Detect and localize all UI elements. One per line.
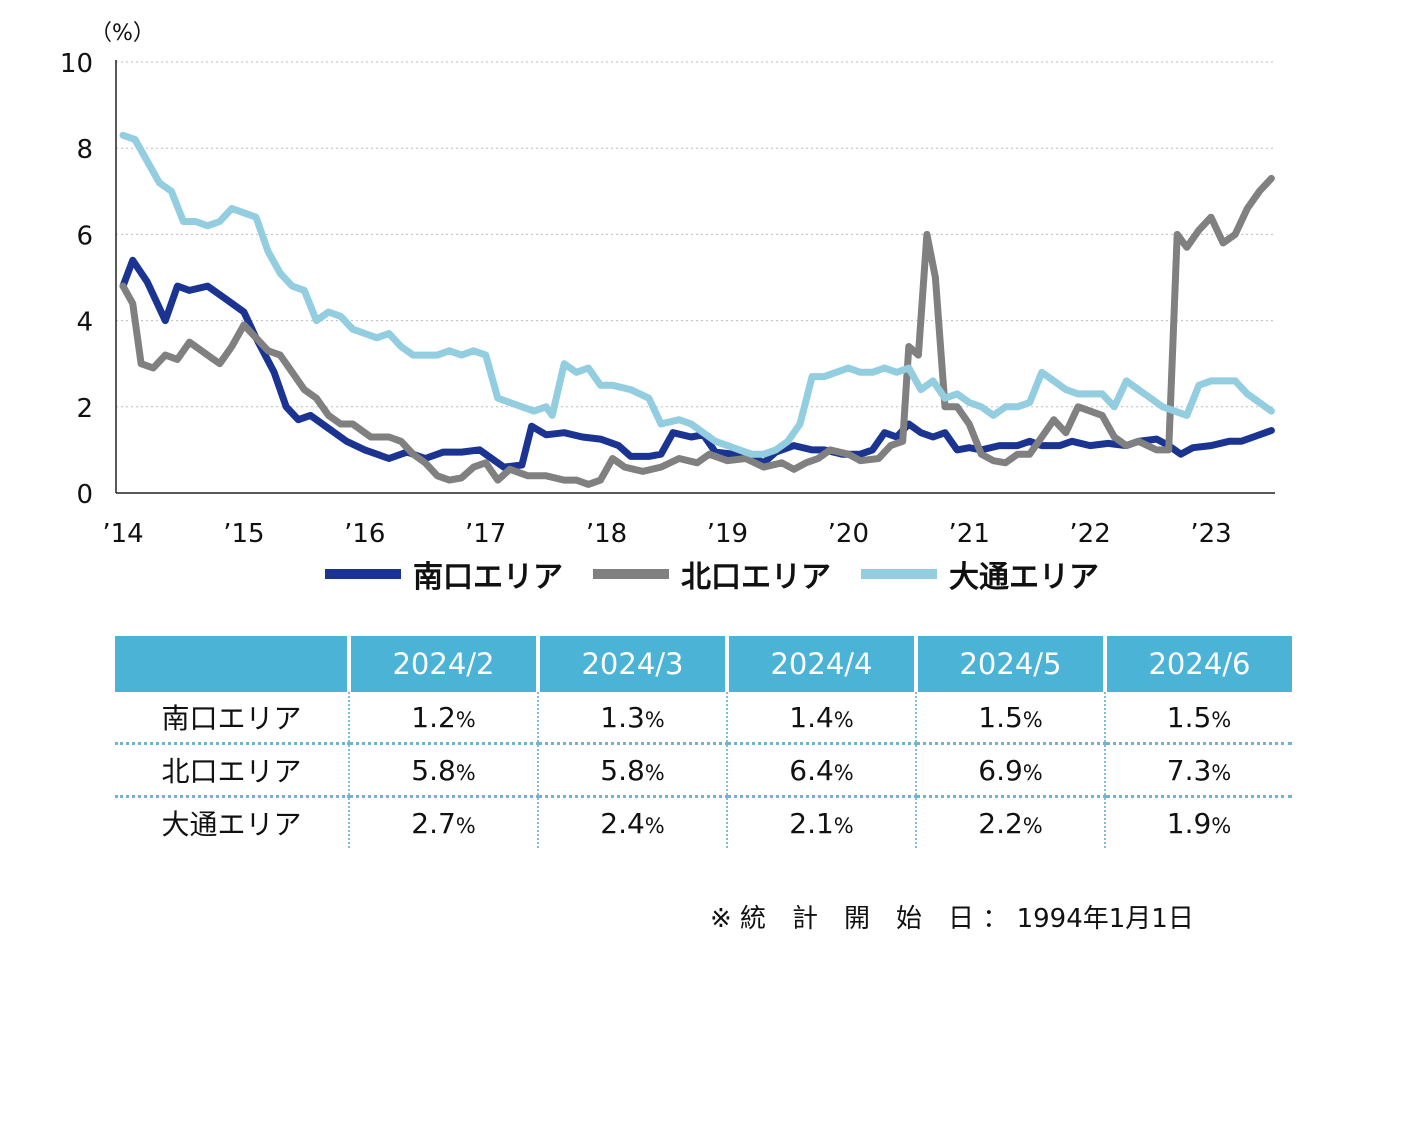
percent-unit: % [833,813,854,838]
table-cell: 1.5% [916,692,1106,745]
cell-value: 1.2 [411,700,456,734]
gridlines [116,61,1275,408]
x-tick-label: ’20 [828,519,869,549]
vacancy-table: 2024/2 2024/3 2024/4 2024/5 2024/6 南口エリア… [115,636,1292,848]
x-tick-label: ’14 [102,519,143,549]
x-tick-label: ’21 [949,519,990,549]
table-row: 北口エリア 5.8% 5.8% 6.4% 6.9% 7.3% [115,743,1292,798]
legend-item-kitaguchi: 北口エリア [593,552,831,596]
table-cell: 6.4% [727,743,917,798]
table-cell: 1.3% [538,692,728,745]
legend: 南口エリア 北口エリア 大通エリア [325,552,1129,596]
table-row: 南口エリア 1.2% 1.3% 1.4% 1.5% 1.5% [115,692,1292,745]
y-tick-label: 8 [76,135,93,165]
x-tick-label: ’17 [465,519,506,549]
table-header-row: 2024/2 2024/3 2024/4 2024/5 2024/6 [115,636,1292,692]
percent-unit: % [644,707,665,732]
cell-value: 2.4 [600,806,645,840]
table-cell: 5.8% [349,743,539,798]
x-tick-label: ’23 [1190,519,1231,549]
cell-value: 2.7 [411,806,456,840]
percent-unit: % [455,707,476,732]
legend-label: 大通エリア [949,560,1099,595]
cell-value: 1.5 [1166,700,1212,734]
cell-value: 1.9 [1166,806,1212,840]
cell-value: 5.8 [600,753,645,787]
table-corner-cell [115,636,351,692]
y-tick-label: 6 [76,221,93,251]
y-tick-label: 10 [60,49,93,79]
cell-value: 2.1 [789,806,834,840]
line-chart: 0 2 4 6 8 10 ’14 ’15 ’16 ’17 ’18 ’19 ’20 ’21 ’22 ’23 （%… [60,21,1275,549]
row-label: 大通エリア [115,796,350,848]
cell-value: 5.8 [411,753,456,787]
percent-unit: % [644,813,665,838]
series-line-2 [119,131,1275,458]
cell-value: 7.3 [1166,753,1212,787]
percent-unit: % [1022,760,1043,785]
x-tick-label: ’16 [344,519,385,549]
cell-value: 1.5 [978,700,1023,734]
legend-swatch-kitaguchi [593,569,669,579]
table-cell: 5.8% [538,743,728,798]
legend-swatch-odori [861,569,937,579]
cell-value: 1.3 [600,700,645,734]
percent-unit: % [455,813,476,838]
table-column-header: 2024/5 [916,636,1107,692]
percent-unit: % [1211,813,1232,838]
row-label: 北口エリア [115,743,350,798]
series-lines [119,131,1275,488]
table-cell: 7.3% [1105,743,1292,798]
x-tick-label: ’19 [707,519,748,549]
tick-labels: 0 2 4 6 8 10 ’14 ’15 ’16 ’17 ’18 ’19 ’20 ’21 ’22 ’23 [60,49,1232,549]
table-cell: 1.2% [349,692,539,745]
y-tick-label: 2 [76,394,93,424]
y-tick-label: 0 [76,480,93,510]
cell-value: 6.9 [978,753,1023,787]
table-cell: 1.9% [1105,797,1292,849]
percent-unit: % [455,760,476,785]
table-cell: 1.5% [1105,692,1292,745]
table-column-header: 2024/2 [349,636,540,692]
table-column-header: 2024/6 [1105,636,1292,692]
legend-label: 北口エリア [681,560,831,595]
table-cell: 6.9% [916,743,1106,798]
table-cell: 2.2% [916,796,1106,848]
x-tick-label: ’22 [1069,519,1110,549]
x-tick-label: ’18 [586,519,627,549]
table-cell: 1.4% [727,692,917,745]
table-column-header: 2024/3 [538,636,729,692]
legend-item-minamiguchi: 南口エリア [325,552,563,596]
series-line-0 [119,256,1275,471]
percent-unit: % [644,760,665,785]
table-cell: 2.1% [727,796,917,848]
series-line-1 [119,174,1275,488]
table-cell: 2.7% [349,796,539,848]
table-row: 大通エリア 2.7% 2.4% 2.1% 2.2% 1.9% [115,796,1292,849]
table-column-header: 2024/4 [727,636,918,692]
percent-unit: % [833,760,854,785]
legend-label: 南口エリア [413,560,563,595]
cell-value: 1.4 [789,700,834,734]
percent-unit: % [1211,760,1232,785]
percent-unit: % [1211,707,1232,732]
table-cell: 2.4% [538,796,728,848]
legend-item-odori: 大通エリア [861,552,1099,596]
cell-value: 6.4 [789,753,834,787]
row-label: 南口エリア [115,692,350,745]
percent-unit: % [1022,707,1043,732]
footnote: ※ 統 計 開 始 日 ： 1994年1月1日 [710,904,1194,934]
percent-unit: % [833,707,854,732]
axes [115,60,1275,494]
y-axis-unit: （%） [90,21,155,46]
x-tick-label: ’15 [223,519,264,549]
cell-value: 2.2 [978,806,1023,840]
percent-unit: % [1022,813,1043,838]
legend-swatch-minamiguchi [325,569,401,579]
y-tick-label: 4 [76,308,93,338]
